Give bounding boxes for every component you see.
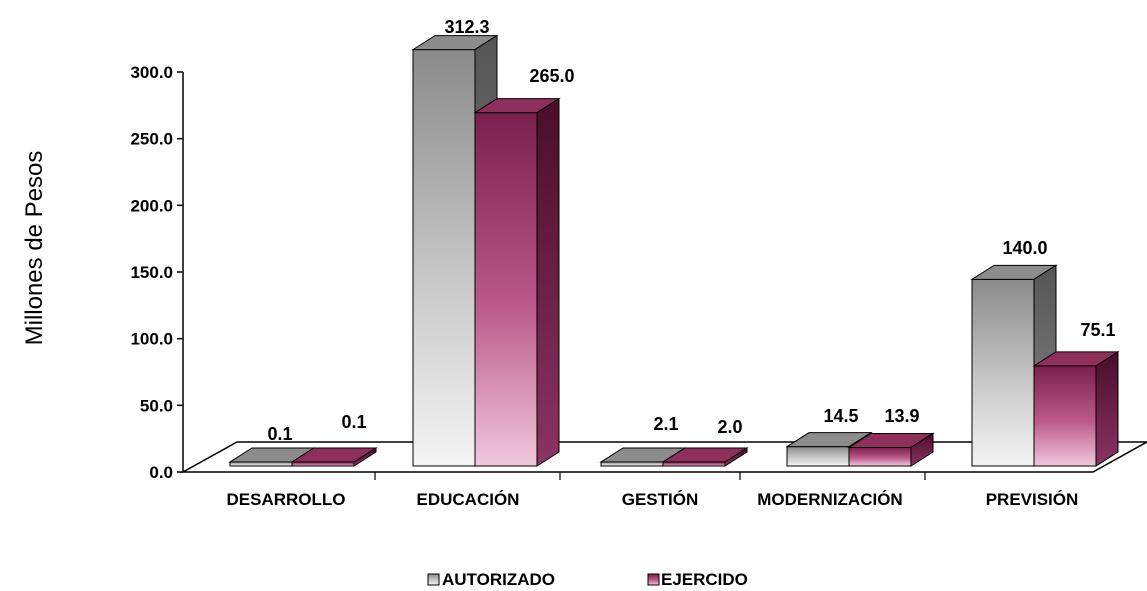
y-tick-label: 150.0 (130, 263, 173, 282)
bar-front (1033, 365, 1097, 467)
bar-front (848, 446, 912, 467)
data-label-autorizado: 14.5 (823, 406, 858, 426)
x-category-label: MODERNIZACIÓN (757, 490, 902, 509)
data-label-ejercido: 2.0 (717, 417, 742, 437)
y-tick-label: 300.0 (130, 63, 173, 82)
bar-front (474, 112, 538, 467)
legend-swatch-ejercido (647, 573, 660, 586)
bar-ejercido (661, 447, 749, 467)
x-axis-categories: DESARROLLO EDUCACIÓN GESTIÓN MODERNIZACIÓN P… (227, 472, 1079, 509)
bar-front (412, 49, 476, 467)
bar-ejercido (847, 432, 935, 467)
bar-side (910, 432, 934, 467)
legend: AUTORIZADO EJERCIDO (427, 570, 748, 589)
bar-side (1095, 350, 1119, 467)
bar-side (353, 447, 377, 467)
data-label-ejercido: 265.0 (529, 66, 574, 86)
bar-front (229, 461, 293, 467)
bar-side (536, 97, 560, 467)
x-category-label: GESTIÓN (622, 490, 699, 509)
data-label-ejercido: 75.1 (1080, 320, 1115, 340)
legend-label-ejercido: EJERCIDO (661, 570, 748, 589)
data-label-autorizado: 312.3 (444, 17, 489, 37)
x-category-label: EDUCACIÓN (417, 490, 520, 509)
bar-front (600, 461, 664, 467)
x-category-label: PREVISIÓN (986, 490, 1079, 509)
bar-series: 0.1 312.3 2.1 14.5 140.0 0.1 265.0 2.0 13.9 75.1 (228, 17, 1120, 467)
y-tick-label: 100.0 (130, 330, 173, 349)
data-label-autorizado: 140.0 (1002, 238, 1047, 258)
legend-swatch-autorizado (427, 573, 440, 586)
data-label-autorizado: 0.1 (267, 424, 292, 444)
legend-label-autorizado: AUTORIZADO (442, 570, 555, 589)
y-tick-label: 50.0 (140, 396, 173, 415)
bar-front (971, 278, 1035, 467)
bar-side (724, 447, 748, 467)
data-label-ejercido: 0.1 (341, 412, 366, 432)
bar-front (662, 461, 726, 467)
bar-ejercido (290, 447, 378, 467)
bar-front (291, 461, 355, 467)
bar-ejercido (473, 97, 561, 467)
y-tick-label: 0.0 (149, 463, 173, 482)
bar-ejercido (1032, 350, 1120, 467)
x-category-label: DESARROLLO (227, 490, 346, 509)
data-label-autorizado: 2.1 (653, 414, 678, 434)
y-tick-label: 250.0 (130, 130, 173, 149)
y-axis-ticks: 0.0 50.0 100.0 150.0 200.0 250.0 300.0 (130, 63, 183, 482)
data-label-ejercido: 13.9 (884, 406, 919, 426)
y-tick-label: 200.0 (130, 196, 173, 215)
bar-front (786, 446, 850, 467)
y-axis-label: Millones de Pesos (21, 151, 48, 346)
